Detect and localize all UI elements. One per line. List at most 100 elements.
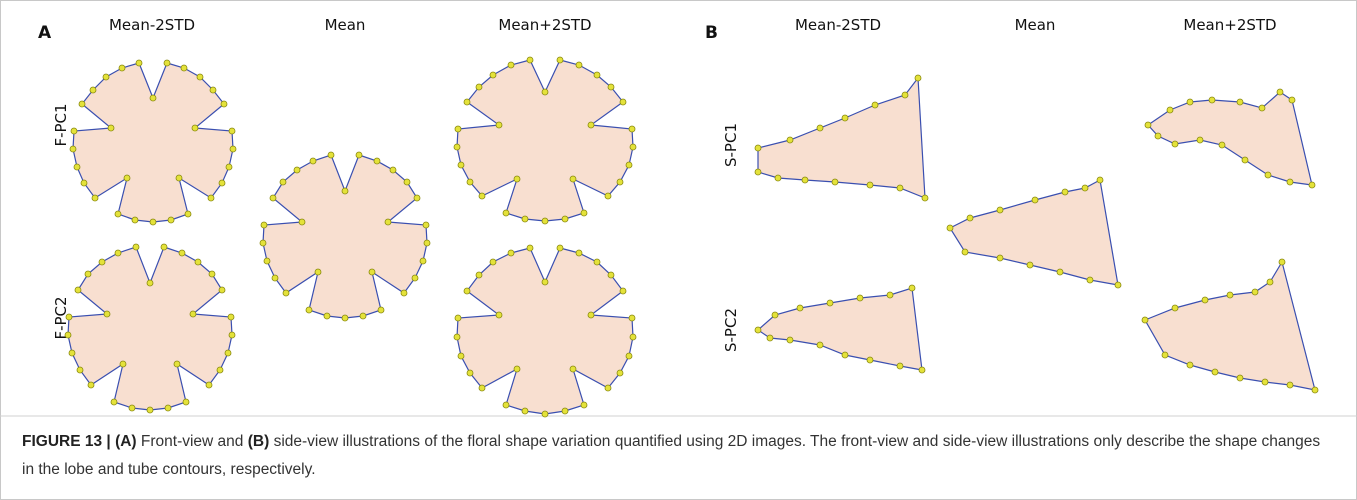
landmark <box>1259 105 1265 111</box>
landmark <box>1172 141 1178 147</box>
landmark <box>605 385 611 391</box>
landmark <box>369 269 375 275</box>
landmark <box>608 272 614 278</box>
landmark <box>390 167 396 173</box>
landmark <box>261 222 267 228</box>
landmark <box>1082 185 1088 191</box>
landmark <box>77 367 83 373</box>
landmark <box>310 158 316 164</box>
landmark <box>608 84 614 90</box>
caption-text: Front-view and <box>137 433 248 450</box>
landmark <box>562 408 568 414</box>
landmark <box>1209 97 1215 103</box>
column-label: Mean+2STD <box>498 16 591 34</box>
landmark <box>620 288 626 294</box>
landmark <box>1187 362 1193 368</box>
landmark <box>132 217 138 223</box>
landmark <box>508 62 514 68</box>
landmark <box>260 240 266 246</box>
shape-outline <box>758 288 922 370</box>
landmark <box>210 87 216 93</box>
landmark <box>588 312 594 318</box>
landmark <box>90 87 96 93</box>
landmark <box>922 195 928 201</box>
landmark <box>817 342 823 348</box>
landmark <box>458 162 464 168</box>
landmark <box>1219 142 1225 148</box>
landmark <box>1227 292 1233 298</box>
landmark <box>755 169 761 175</box>
landmark <box>150 95 156 101</box>
landmark <box>581 210 587 216</box>
landmark <box>997 207 1003 213</box>
landmark <box>420 258 426 264</box>
landmark <box>360 313 366 319</box>
landmark <box>514 366 520 372</box>
landmark <box>1197 137 1203 143</box>
landmark <box>283 290 289 296</box>
landmark <box>897 185 903 191</box>
landmark <box>356 152 362 158</box>
landmark <box>1062 189 1068 195</box>
landmark <box>115 250 121 256</box>
landmark <box>324 313 330 319</box>
landmark <box>229 128 235 134</box>
landmark <box>542 279 548 285</box>
landmark <box>272 275 278 281</box>
caption-figure: FIGURE 13 | <box>22 433 115 450</box>
landmark <box>576 62 582 68</box>
landmark <box>103 74 109 80</box>
landmark <box>503 402 509 408</box>
landmark <box>867 357 873 363</box>
landmark <box>69 350 75 356</box>
landmark <box>147 407 153 413</box>
column-label: Mean <box>325 16 366 34</box>
landmark <box>165 405 171 411</box>
landmark <box>542 411 548 417</box>
landmark <box>479 385 485 391</box>
caption-a: (A) <box>115 433 137 450</box>
landmark <box>71 128 77 134</box>
landmark <box>902 92 908 98</box>
landmark <box>626 353 632 359</box>
landmark <box>962 249 968 255</box>
landmark <box>414 195 420 201</box>
landmark <box>557 245 563 251</box>
landmark <box>490 259 496 265</box>
landmark <box>219 180 225 186</box>
landmark <box>228 314 234 320</box>
landmark <box>1212 369 1218 375</box>
landmark <box>476 272 482 278</box>
landmark <box>755 327 761 333</box>
landmark <box>588 122 594 128</box>
landmark <box>385 219 391 225</box>
landmark <box>490 72 496 78</box>
landmark <box>576 250 582 256</box>
landmark <box>378 307 384 313</box>
landmark <box>1242 157 1248 163</box>
landmark <box>1032 197 1038 203</box>
landmark <box>150 219 156 225</box>
landmark <box>832 179 838 185</box>
column-label: Mean <box>1015 16 1056 34</box>
landmark <box>1267 279 1273 285</box>
landmark <box>197 74 203 80</box>
landmark <box>328 152 334 158</box>
landmark <box>133 244 139 250</box>
landmark <box>221 101 227 107</box>
landmark <box>294 167 300 173</box>
landmark <box>915 75 921 81</box>
landmark <box>423 222 429 228</box>
landmark <box>867 182 873 188</box>
shape-outline <box>950 180 1118 285</box>
landmark <box>479 193 485 199</box>
landmark <box>842 115 848 121</box>
landmark <box>226 164 232 170</box>
landmark <box>454 144 460 150</box>
row-label: S-PC1 <box>722 123 740 167</box>
landmark <box>401 290 407 296</box>
landmark <box>997 255 1003 261</box>
landmark <box>467 179 473 185</box>
landmark <box>842 352 848 358</box>
landmark <box>230 146 236 152</box>
